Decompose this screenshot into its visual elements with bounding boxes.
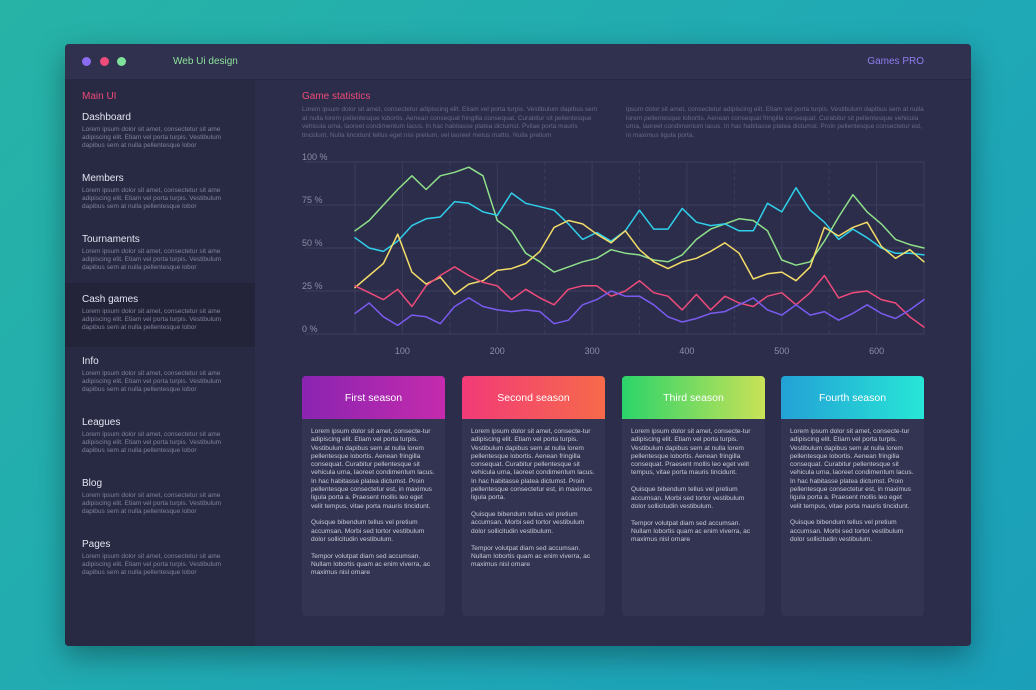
sidebar-item-desc: Lorem ipsum dolor sit amet, consectetur … [82, 492, 222, 515]
main-content: Game statistics Lorem ipsum dolor sit am… [255, 80, 971, 646]
sidebar-item-label: Leagues [82, 417, 121, 428]
chart-y-tick-label: 50 % [302, 238, 323, 248]
chart-x-tick-label: 300 [585, 346, 600, 356]
season-card-paragraph: Quisque bibendum tellus vel pretium accu… [311, 519, 425, 544]
sidebar-item-label: Pages [82, 539, 111, 550]
sidebar-item-desc: Lorem ipsum dolor sit amet, consectetur … [82, 431, 222, 454]
season-card-title: Fourth season [818, 391, 887, 404]
sidebar-item-info[interactable]: Info Lorem ipsum dolor sit amet, consect… [65, 350, 255, 410]
sidebar-item-label: Cash games [82, 294, 139, 305]
season-card-second: Second season Lorem ipsum dolor sit amet… [462, 376, 605, 616]
intro-text-left: Lorem ipsum dolor sit amet, consectetur … [302, 106, 598, 139]
sidebar-item-leagues[interactable]: Leagues Lorem ipsum dolor sit amet, cons… [65, 411, 255, 471]
statistics-line-chart: 0 % 25 % 50 % 75 % 100 % 100 200 300 400 500 600 [302, 152, 925, 356]
close-button[interactable] [82, 57, 91, 66]
sidebar-item-label: Dashboard [82, 112, 131, 123]
chart-y-tick-label: 100 % [302, 152, 328, 162]
season-card-paragraph: Quisque bibendum tellus vel pretium accu… [790, 519, 904, 544]
chart-y-tick-label: 0 % [302, 324, 318, 334]
season-card-body: Lorem ipsum dolor sit amet, consecte-tur… [781, 419, 924, 544]
sidebar-item-desc: Lorem ipsum dolor sit amet, consectetur … [82, 370, 222, 393]
chart-x-tick-label: 200 [490, 346, 505, 356]
season-card-body: Lorem ipsum dolor sit amet, consecte-tur… [302, 419, 445, 578]
sidebar-item-dashboard[interactable]: Dashboard Lorem ipsum dolor sit amet, co… [65, 106, 255, 166]
season-card-paragraph: Lorem ipsum dolor sit amet, consecte-tur… [790, 428, 914, 510]
sidebar-item-label: Members [82, 173, 124, 184]
season-card-title: Second season [497, 391, 570, 404]
minimize-button[interactable] [100, 57, 109, 66]
chart-x-tick-label: 600 [869, 346, 884, 356]
sidebar-item-desc: Lorem ipsum dolor sit amet, consectetur … [82, 248, 222, 271]
sidebar-item-label: Info [82, 356, 99, 367]
chart-series-line [354, 290, 925, 327]
title-bar: Web Ui design Games PRO [65, 44, 971, 80]
season-card-title: Third season [663, 391, 724, 404]
chart-y-tick-label: 75 % [302, 195, 323, 205]
brand-label[interactable]: Games PRO [867, 56, 924, 67]
season-card-paragraph: Tempor volutpat diam sed accumsan. Nulla… [631, 519, 751, 544]
season-card-body: Lorem ipsum dolor sit amet, consecte-tur… [622, 419, 765, 545]
season-card-third: Third season Lorem ipsum dolor sit amet,… [622, 376, 765, 616]
chart-series-line [354, 166, 925, 273]
sidebar-item-cash-games[interactable]: Cash games Lorem ipsum dolor sit amet, c… [65, 283, 255, 347]
sidebar-item-desc: Lorem ipsum dolor sit amet, consectetur … [82, 308, 222, 331]
chart-series-line [354, 266, 925, 328]
season-card-paragraph: Lorem ipsum dolor sit amet, consecte-tur… [471, 428, 595, 502]
sidebar-item-desc: Lorem ipsum dolor sit amet, consectetur … [82, 126, 222, 149]
sidebar-item-desc: Lorem ipsum dolor sit amet, consectetur … [82, 553, 222, 576]
sidebar-item-tournaments[interactable]: Tournaments Lorem ipsum dolor sit amet, … [65, 228, 255, 288]
sidebar-item-pages[interactable]: Pages Lorem ipsum dolor sit amet, consec… [65, 533, 255, 593]
sidebar: Main UI Dashboard Lorem ipsum dolor sit … [65, 80, 255, 646]
season-card-header[interactable]: Second season [462, 376, 605, 419]
chart-y-tick-label: 25 % [302, 281, 323, 291]
season-card-title: First season [344, 391, 403, 404]
season-card-paragraph: Lorem ipsum dolor sit amet, consecte-tur… [631, 428, 751, 477]
sidebar-item-members[interactable]: Members Lorem ipsum dolor sit amet, cons… [65, 167, 255, 227]
season-card-paragraph: Tempor volutpat diam sed accumsan. Nulla… [311, 552, 431, 577]
season-card-header[interactable]: Third season [622, 376, 765, 419]
app-window: Web Ui design Games PRO Main UI Dashboar… [65, 44, 971, 646]
season-card-paragraph: Quisque bibendum tellus vel pretium accu… [631, 486, 745, 510]
sidebar-item-blog[interactable]: Blog Lorem ipsum dolor sit amet, consect… [65, 472, 255, 532]
chart-series-line [354, 219, 925, 296]
sidebar-heading: Main UI [82, 91, 117, 102]
section-title: Game statistics [302, 91, 371, 102]
sidebar-item-label: Blog [82, 478, 103, 489]
season-card-first: First season Lorem ipsum dolor sit amet,… [302, 376, 445, 616]
season-card-header[interactable]: Fourth season [781, 376, 924, 419]
chart-x-tick-label: 100 [395, 346, 410, 356]
chart-series-line [354, 187, 925, 256]
chart-x-tick-label: 400 [679, 346, 694, 356]
intro-text-right: ipsum dolor sit amet, consectetur adipis… [626, 106, 924, 139]
season-card-body: Lorem ipsum dolor sit amet, consecte-tur… [462, 419, 605, 569]
season-card-paragraph: Lorem ipsum dolor sit amet, consecte-tur… [311, 428, 435, 510]
season-card-header[interactable]: First season [302, 376, 445, 419]
chart-x-tick-label: 500 [774, 346, 789, 356]
sidebar-item-label: Tournaments [82, 234, 140, 245]
season-card-paragraph: Tempor volutpat diam sed accumsan. Nulla… [471, 544, 591, 569]
season-card-fourth: Fourth season Lorem ipsum dolor sit amet… [781, 376, 924, 616]
maximize-button[interactable] [117, 57, 126, 66]
app-title: Web Ui design [173, 56, 238, 67]
sidebar-item-desc: Lorem ipsum dolor sit amet, consectetur … [82, 187, 222, 210]
season-card-paragraph: Quisque bibendum tellus vel pretium accu… [471, 511, 585, 535]
